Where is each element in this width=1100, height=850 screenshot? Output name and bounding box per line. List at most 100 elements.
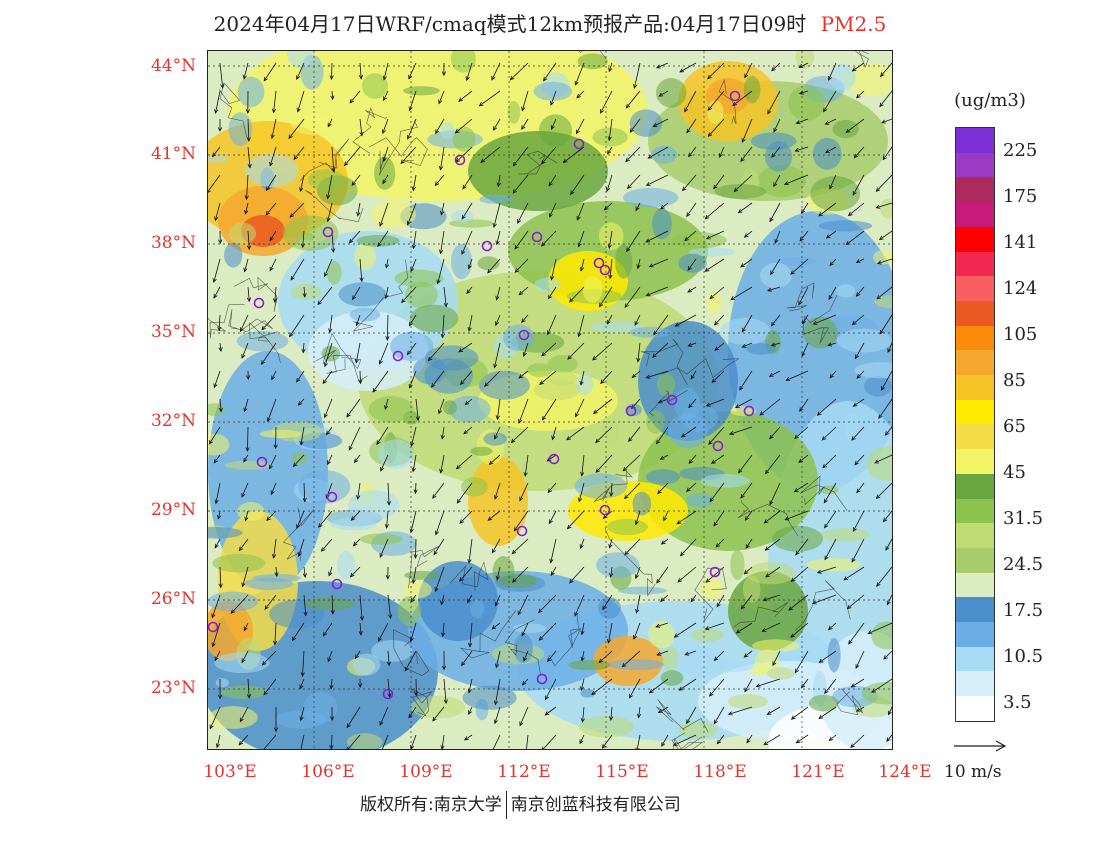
wind-arrow	[653, 314, 669, 336]
concentration-speck	[660, 670, 684, 686]
concentration-speck	[220, 685, 267, 699]
wind-arrow	[372, 370, 389, 393]
wind-arrow	[296, 62, 305, 81]
concentration-speck	[424, 345, 479, 371]
wind-arrow	[657, 398, 669, 404]
wind-arrow	[678, 678, 697, 691]
wind-arrow	[487, 510, 501, 521]
wind-arrow	[327, 118, 333, 128]
wind-arrow	[714, 342, 725, 351]
wind-arrow	[645, 286, 669, 297]
wind-arrow	[411, 566, 417, 585]
wind-arrow	[238, 538, 249, 552]
concentration-speck	[378, 439, 414, 469]
wind-arrow	[241, 482, 249, 498]
wind-arrow	[289, 202, 305, 218]
wind-arrow	[602, 594, 613, 611]
wind-arrow	[824, 510, 837, 529]
wind-arrow	[408, 314, 417, 327]
wind-arrow	[521, 90, 529, 112]
wind-arrow	[575, 398, 585, 418]
wind-arrow	[790, 566, 809, 582]
wind-arrow	[301, 342, 306, 354]
wind-arrow	[713, 510, 725, 527]
wind-arrow	[772, 650, 781, 667]
boundary-line	[548, 614, 582, 667]
boundary-line	[786, 282, 815, 312]
wind-arrow	[517, 202, 529, 224]
wind-arrow	[493, 342, 501, 369]
wind-arrow	[547, 482, 557, 494]
wind-arrow	[414, 678, 419, 697]
wind-arrow	[746, 734, 753, 744]
wind-arrow	[442, 650, 447, 671]
city-marker	[536, 673, 548, 685]
wind-arrow	[318, 510, 333, 528]
wind-arrow	[631, 370, 641, 378]
concentration-speck	[403, 86, 440, 96]
wind-arrow	[852, 174, 865, 196]
wind-arrow	[243, 398, 249, 413]
concentration-speck	[348, 490, 400, 520]
wind-arrow	[302, 286, 307, 298]
wind-arrow	[273, 426, 278, 450]
boundary-line	[393, 629, 430, 676]
concentration-speck	[568, 660, 611, 671]
wind-arrow	[655, 622, 669, 628]
wind-arrow	[744, 678, 753, 693]
concentration-speck	[615, 244, 633, 279]
wind-arrow	[441, 62, 447, 77]
wind-arrow	[716, 734, 725, 745]
wind-arrow	[518, 398, 529, 424]
wind-arrow	[411, 454, 417, 473]
wind-arrow	[290, 258, 305, 281]
wind-arrow	[300, 650, 305, 678]
concentration-speck	[580, 688, 596, 698]
wind-arrow	[874, 454, 892, 464]
concentration-speck	[779, 256, 816, 266]
concentration-speck	[513, 633, 533, 663]
wind-arrow	[241, 650, 249, 664]
wind-arrow	[378, 622, 389, 642]
wind-arrow	[458, 342, 473, 353]
wind-arrow	[297, 398, 305, 406]
title-pollutant: PM2.5	[820, 12, 887, 36]
wind-arrow	[655, 62, 669, 69]
wind-arrow	[541, 398, 557, 421]
wind-arrow	[566, 510, 585, 530]
wind-arrow	[652, 342, 669, 358]
concentration-speck	[701, 576, 723, 600]
wind-arrow	[790, 622, 809, 638]
wind-arrow	[493, 678, 501, 706]
city-marker	[382, 688, 394, 700]
wind-arrow	[214, 650, 221, 662]
wind-arrow	[567, 342, 585, 360]
wind-arrow	[509, 62, 529, 81]
wind-arrow	[579, 370, 585, 386]
wind-arrow	[382, 62, 389, 81]
legend-swatch	[956, 276, 994, 301]
wind-arrow	[271, 90, 277, 114]
wind-arrow	[241, 566, 249, 588]
concentration-speck	[727, 694, 768, 710]
wind-arrow	[549, 538, 557, 564]
wind-arrow	[705, 398, 725, 407]
wind-arrow	[688, 146, 697, 158]
concentration-speck	[686, 492, 714, 508]
concentration-speck	[450, 51, 476, 73]
wind-arrow	[686, 706, 697, 725]
wind-arrow	[408, 62, 417, 80]
copyright: 版权所有:南京大学 南京创蓝科技有限公司	[360, 790, 681, 819]
wind-arrow	[743, 650, 753, 658]
wind-arrow	[824, 118, 837, 125]
legend-label-3-5: 3.5	[1003, 692, 1032, 713]
pm25-map	[207, 50, 893, 750]
concentration-speck	[743, 75, 761, 104]
wind-arrow	[443, 286, 448, 308]
wind-arrow	[464, 398, 473, 406]
wind-arrow	[273, 707, 279, 733]
wind-arrow	[432, 482, 445, 499]
legend-swatch	[956, 622, 994, 647]
concentration-speck	[461, 477, 488, 497]
wind-arrow	[349, 566, 361, 578]
